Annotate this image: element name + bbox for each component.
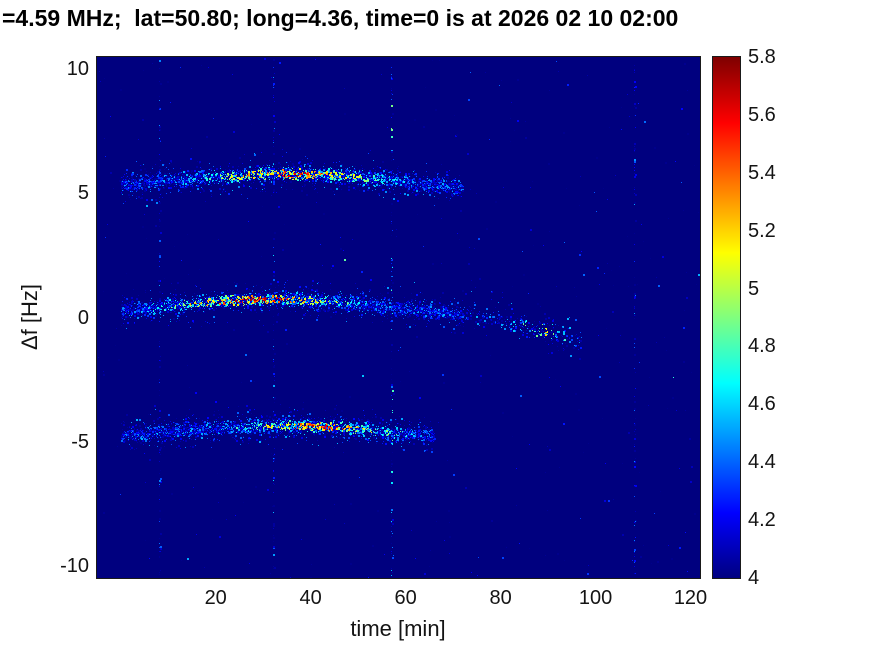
x-tick-label: 60 bbox=[394, 587, 417, 609]
colorbar-tick-label: 4.2 bbox=[748, 509, 776, 532]
x-axis-label: time [min] bbox=[350, 616, 446, 641]
x-tick-label: 20 bbox=[204, 587, 227, 609]
colorbar-tick-label: 5.4 bbox=[748, 161, 776, 184]
colorbar-tick-label: 4.8 bbox=[748, 335, 776, 358]
x-tick-label: 40 bbox=[299, 587, 322, 609]
colorbar-tick-label: 5.6 bbox=[748, 103, 776, 126]
colorbar-tick-label: 4.4 bbox=[748, 451, 776, 474]
colorbar-tick-label: 4 bbox=[748, 567, 760, 589]
colorbar bbox=[712, 56, 741, 579]
x-tick-label: 80 bbox=[489, 587, 512, 609]
x-tick-label: 100 bbox=[578, 587, 613, 609]
y-tick-label: 5 bbox=[77, 182, 89, 205]
spectrogram-canvas bbox=[96, 56, 701, 579]
colorbar-tick-label: 5 bbox=[748, 277, 760, 300]
y-tick-label: 10 bbox=[66, 58, 89, 81]
y-tick-label: -5 bbox=[71, 430, 89, 453]
colorbar-tick-label: 5.2 bbox=[748, 219, 776, 242]
colorbar-tick-label: 5.8 bbox=[748, 46, 776, 68]
y-tick-label: -10 bbox=[60, 554, 89, 577]
x-tick-label: 120 bbox=[673, 587, 708, 609]
y-tick-label: 0 bbox=[77, 306, 89, 329]
chart-title: =4.59 MHz; lat=50.80; long=4.36, time=0 … bbox=[2, 5, 679, 31]
colorbar-tick-label: 4.6 bbox=[748, 393, 776, 416]
